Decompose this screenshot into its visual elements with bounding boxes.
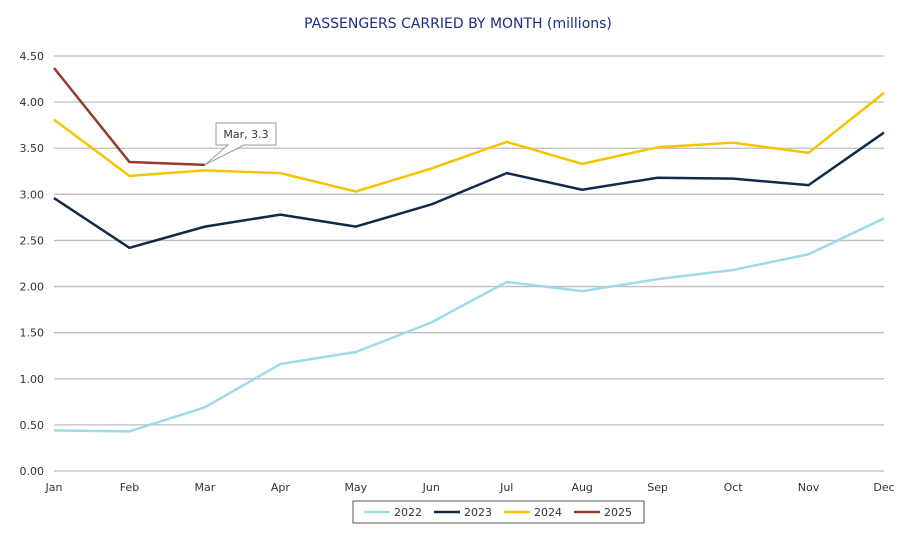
y-tick-label: 4.00 [20,96,45,109]
y-tick-label: 3.50 [20,142,45,155]
legend-box [352,500,645,524]
legend-label: 2023 [464,506,492,519]
x-tick-label: Mar [195,481,216,494]
x-tick-label: Feb [120,481,139,494]
legend-label: 2025 [604,506,632,519]
annotation-label: Mar, 3.3 [223,128,268,141]
x-tick-label: Sep [647,481,668,494]
y-tick-label: 4.50 [20,50,45,63]
series-line-2024 [53,91,885,193]
x-tick-label: Oct [724,481,744,494]
chart-title: PASSENGERS CARRIED BY MONTH (millions) [304,16,612,32]
y-tick-label: 2.00 [20,281,45,294]
x-tick-label: Jan [45,481,63,494]
x-tick-label: Dec [873,481,894,494]
legend-label: 2024 [534,506,562,519]
y-tick-label: 0.00 [20,465,45,478]
series-line-2023 [53,131,885,250]
x-tick-label: Apr [271,481,291,494]
y-tick-label: 1.00 [20,373,45,386]
y-tick-label: 2.50 [20,234,45,247]
y-tick-label: 3.00 [20,188,45,201]
series-line-2025 [53,67,205,167]
x-tick-label: May [344,481,367,494]
series-line-2022 [53,217,885,433]
x-tick-label: Aug [571,481,592,494]
x-tick-label: Jul [499,481,513,494]
y-tick-label: 1.50 [20,327,45,340]
y-tick-label: 0.50 [20,419,45,432]
legend-label: 2022 [394,506,422,519]
x-tick-label: Nov [798,481,820,494]
annotation-callout [204,122,277,166]
x-tick-label: Jun [422,481,440,494]
